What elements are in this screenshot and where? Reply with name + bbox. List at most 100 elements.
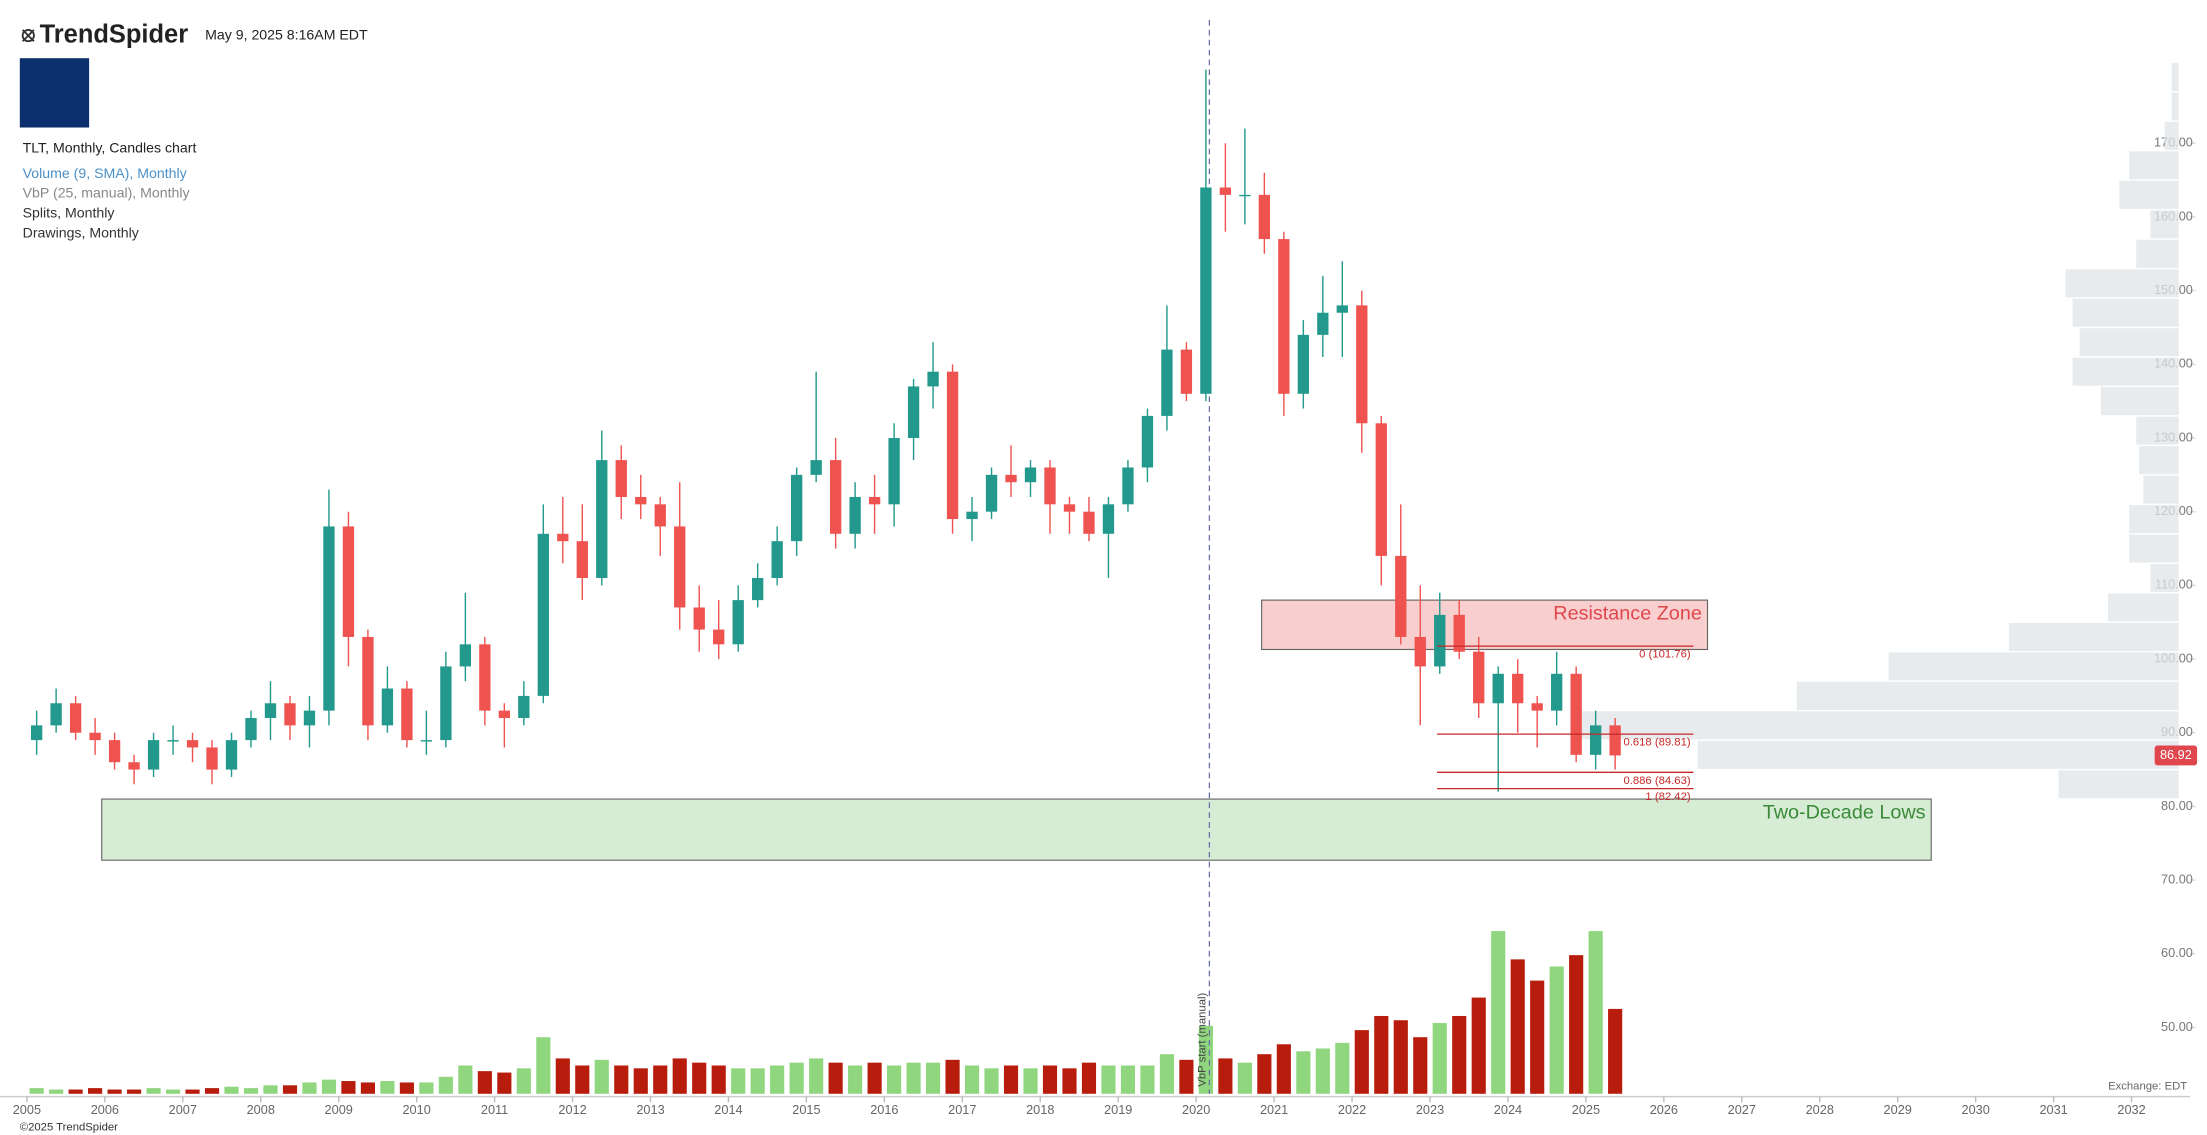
candle-body <box>498 710 510 719</box>
candle-body <box>167 740 179 742</box>
candle-body <box>1239 194 1251 197</box>
volume-bar <box>1120 1065 1136 1094</box>
x-tick-label: 2025 <box>1572 1102 1600 1117</box>
candle-body <box>1414 636 1426 667</box>
copyright: ©2025 TrendSpider <box>20 1122 118 1134</box>
last-price-label: 86.92 <box>2160 747 2192 762</box>
volume-bar <box>1335 1042 1350 1094</box>
volume-bar <box>672 1058 687 1094</box>
candle-body <box>1258 194 1271 240</box>
vbp-bar <box>2171 92 2179 121</box>
candle-body <box>1512 673 1524 704</box>
zone-label: Resistance Zone <box>1553 602 1702 624</box>
candle-body <box>810 460 822 475</box>
x-tick-label: 2013 <box>636 1102 664 1117</box>
volume-bar <box>146 1088 161 1094</box>
volume-bar <box>1608 1008 1623 1094</box>
candle-body <box>927 371 939 387</box>
volume-bar <box>419 1082 434 1094</box>
vbp-bar <box>2129 505 2179 534</box>
vbp-bar <box>2150 563 2179 593</box>
volume-bar <box>1081 1062 1097 1094</box>
x-tick-label: 2018 <box>1026 1102 1054 1117</box>
vbp-bar <box>2136 239 2179 268</box>
volume-bar <box>341 1081 356 1094</box>
volume-bar <box>1588 931 1603 1094</box>
volume-bar <box>731 1068 746 1094</box>
candle-body <box>1453 614 1465 652</box>
chart-title: TLT, Monthly, Candles chart <box>23 139 197 155</box>
volume-bar <box>127 1089 142 1094</box>
vbp-bar <box>2107 593 2179 622</box>
candle-body <box>1473 651 1485 704</box>
volume-bar <box>945 1059 960 1094</box>
x-tick-label: 2029 <box>1884 1102 1912 1117</box>
vbp-bar <box>2129 534 2179 563</box>
volume-bar <box>399 1082 414 1094</box>
volume-bar <box>906 1062 921 1094</box>
candle-body <box>829 460 842 534</box>
candle-body <box>1395 555 1407 637</box>
volume-bar <box>29 1088 44 1094</box>
candle-body <box>1063 504 1076 512</box>
vbp-bar <box>2150 210 2179 239</box>
x-tick-label: 2019 <box>1104 1102 1132 1117</box>
x-tick-label: 2026 <box>1650 1102 1678 1117</box>
vbp-bar <box>2119 180 2179 209</box>
x-tick-label: 2011 <box>481 1102 508 1117</box>
volume-bar <box>711 1065 726 1094</box>
volume-bar <box>302 1082 317 1094</box>
vbp-bar <box>2058 770 2179 799</box>
candle-body <box>69 703 82 733</box>
candle-body <box>50 703 62 726</box>
candle-body <box>966 511 978 520</box>
y-tick-label: 70.00 <box>2161 871 2193 886</box>
volume-bar <box>1354 1030 1369 1094</box>
candle-body <box>1434 614 1446 667</box>
x-tick-label: 2030 <box>1962 1102 1990 1117</box>
volume-bar <box>1393 1020 1408 1094</box>
vbp-bar <box>2065 269 2179 298</box>
candle-body <box>264 703 277 719</box>
x-tick-label: 2023 <box>1416 1102 1444 1117</box>
volume-bar <box>1491 931 1506 1094</box>
candle-body <box>459 644 472 667</box>
vbp-start-label: VbP start (manual) <box>1196 993 1208 1087</box>
legend-item: VbP (25, manual), Monthly <box>23 185 191 201</box>
candle-body <box>1278 239 1290 394</box>
volume-bar <box>633 1068 648 1094</box>
x-tick-label: 2016 <box>870 1102 898 1117</box>
vbp-bar <box>2139 446 2179 475</box>
candle-body <box>1122 467 1134 505</box>
candle-body <box>635 496 647 505</box>
volume-bar <box>614 1065 629 1094</box>
volume-bar <box>497 1072 512 1094</box>
candle-body <box>420 740 433 742</box>
volume-bar <box>49 1089 64 1094</box>
candle-body <box>1297 334 1309 394</box>
volume-bar <box>88 1088 103 1094</box>
candle-body <box>147 740 160 770</box>
volume-bar <box>1471 997 1486 1094</box>
vbp-bar <box>2008 622 2179 651</box>
vbp-bar <box>2072 357 2179 386</box>
x-tick-label: 2032 <box>2117 1102 2145 1117</box>
x-tick-label: 2027 <box>1728 1102 1756 1117</box>
legend-item: Volume (9, SMA), Monthly <box>23 165 188 181</box>
candle-body <box>596 460 608 579</box>
volume-bar <box>1413 1037 1428 1094</box>
volume-bar <box>1452 1015 1467 1094</box>
candle-body <box>518 695 530 719</box>
candle-body <box>771 541 783 579</box>
vbp-bar <box>2129 151 2179 180</box>
candle-body <box>479 644 491 711</box>
volume-bar <box>263 1085 278 1094</box>
volume-bar <box>887 1065 902 1094</box>
x-tick-label: 2031 <box>2039 1102 2067 1117</box>
candle-body <box>907 386 920 439</box>
x-tick-label: 2028 <box>1806 1102 1834 1117</box>
legend-item: Drawings, Monthly <box>23 224 140 240</box>
x-tick-label: 2008 <box>247 1102 275 1117</box>
volume-bar <box>828 1062 843 1094</box>
volume-bar <box>438 1076 453 1094</box>
